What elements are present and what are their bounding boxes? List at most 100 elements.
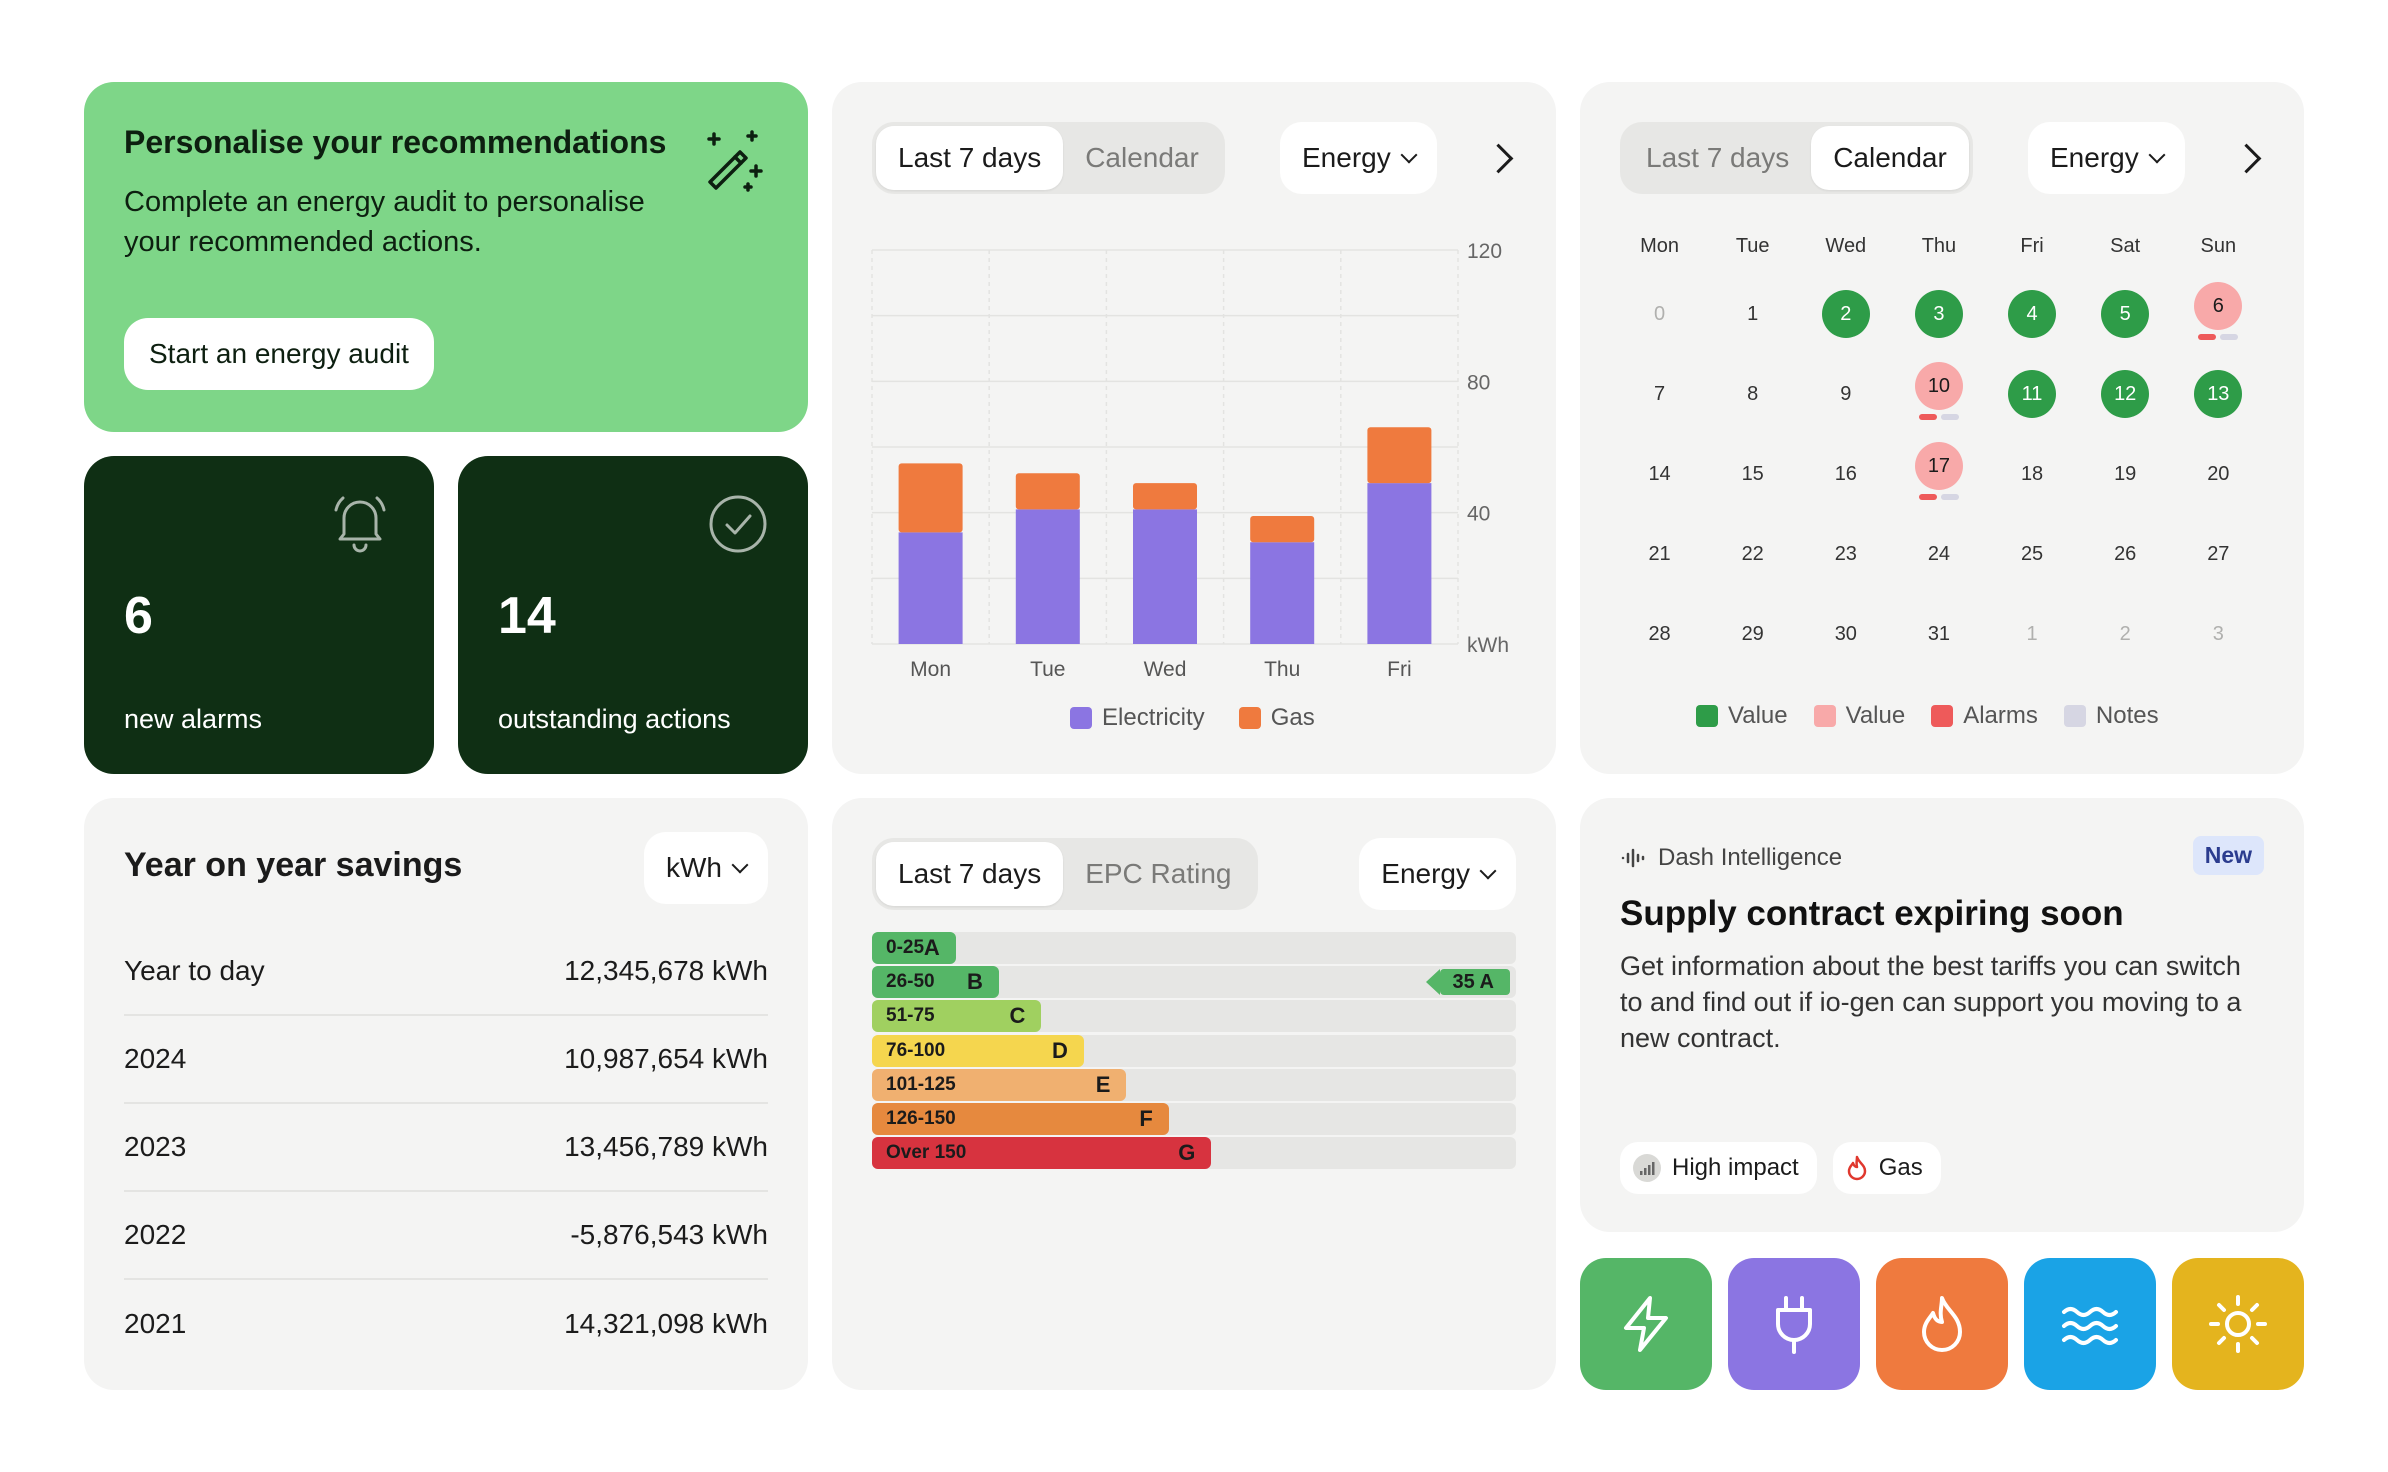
yoy-row-label: Year to day bbox=[124, 955, 265, 986]
calendar-day[interactable]: 18 bbox=[1986, 444, 2079, 524]
calendar-day[interactable]: 16 bbox=[1799, 444, 1892, 524]
y-tick-label: 40 bbox=[1467, 503, 1490, 526]
calendar-day[interactable]: 10 bbox=[1892, 362, 1985, 444]
tab-last-7-days[interactable]: Last 7 days bbox=[1646, 142, 1790, 173]
calendar-day[interactable]: 15 bbox=[1706, 444, 1799, 524]
calendar-day[interactable]: 14 bbox=[1613, 444, 1706, 524]
calendar-day[interactable]: 2 bbox=[2079, 604, 2172, 684]
calendar-day[interactable]: 7 bbox=[1613, 364, 1706, 444]
yoy-row: 2021 14,321,098 kWh bbox=[124, 1280, 768, 1368]
tab-last-7-days[interactable]: Last 7 days bbox=[876, 126, 1064, 190]
water-tile[interactable] bbox=[2024, 1258, 2156, 1390]
chart-period-tabs: Last 7 days Calendar bbox=[872, 122, 1225, 194]
calendar-day[interactable]: 3 bbox=[1892, 284, 1985, 364]
actions-count: 14 bbox=[498, 587, 556, 645]
actions-card[interactable]: 14 outstanding actions bbox=[458, 456, 808, 774]
dash-intelligence-card[interactable]: Dash Intelligence New Supply contract ex… bbox=[1580, 798, 2304, 1232]
calendar-day[interactable]: 20 bbox=[2172, 444, 2265, 524]
calendar-day[interactable]: 27 bbox=[2172, 524, 2265, 604]
chevron-down-icon bbox=[1479, 862, 1497, 880]
calendar-day[interactable]: 0 bbox=[1613, 284, 1706, 364]
chip-label: High impact bbox=[1672, 1154, 1799, 1181]
yoy-row-value: 14,321,098 kWh bbox=[564, 1308, 768, 1339]
energy-dropdown[interactable]: Energy bbox=[2028, 122, 2185, 194]
calendar-day[interactable]: 26 bbox=[2079, 524, 2172, 604]
yoy-row-value: 13,456,789 kWh bbox=[564, 1131, 768, 1162]
solar-tile[interactable] bbox=[2172, 1258, 2304, 1390]
recommendations-description: Complete an energy audit to personalise … bbox=[124, 186, 645, 258]
start-audit-button[interactable]: Start an energy audit bbox=[124, 318, 434, 390]
calendar-day[interactable]: 25 bbox=[1986, 524, 2079, 604]
calendar-day[interactable]: 4 bbox=[1986, 284, 2079, 364]
epc-band-range: 26-50 bbox=[886, 971, 935, 993]
bar-electricity-thu bbox=[1250, 542, 1315, 644]
actions-label: outstanding actions bbox=[498, 704, 731, 734]
calendar-day[interactable]: 23 bbox=[1799, 524, 1892, 604]
legend-swatch bbox=[2063, 705, 2086, 727]
electricity-tile[interactable] bbox=[1580, 1258, 1712, 1390]
calendar-day[interactable]: 31 bbox=[1892, 604, 1985, 684]
tab-last-7-days[interactable]: Last 7 days bbox=[876, 842, 1064, 906]
calendar-day[interactable]: 1 bbox=[1986, 604, 2079, 684]
calendar-week: 7 8 9 10 11 12 13 bbox=[1613, 362, 2265, 444]
chip-high-impact: High impact bbox=[1620, 1142, 1817, 1194]
calendar-day[interactable]: 17 bbox=[1892, 442, 1985, 524]
waves-icon bbox=[2062, 1307, 2118, 1345]
calendar-day[interactable]: 9 bbox=[1799, 364, 1892, 444]
legend-swatch bbox=[1696, 705, 1718, 727]
energy-dropdown[interactable]: Energy bbox=[1280, 122, 1437, 194]
calendar-day[interactable]: 12 bbox=[2079, 364, 2172, 444]
calendar-day[interactable]: 5 bbox=[2079, 284, 2172, 364]
day-number: 0 bbox=[1654, 303, 1666, 325]
calendar-day[interactable]: 11 bbox=[1986, 364, 2079, 444]
calendar-day[interactable]: 28 bbox=[1613, 604, 1706, 684]
x-tick-label: Thu bbox=[1264, 658, 1300, 681]
day-number: 5 bbox=[2101, 290, 2150, 338]
plug-tile[interactable] bbox=[1728, 1258, 1860, 1390]
gas-tile[interactable] bbox=[1876, 1258, 2008, 1390]
next-arrow-icon[interactable] bbox=[2228, 138, 2268, 178]
calendar-day[interactable]: 24 bbox=[1892, 524, 1985, 604]
calendar-day[interactable]: 30 bbox=[1799, 604, 1892, 684]
unit-dropdown[interactable]: kWh bbox=[644, 832, 768, 904]
sun-icon bbox=[2209, 1295, 2267, 1353]
alarm-marker bbox=[1918, 414, 1937, 420]
legend-swatch bbox=[1931, 705, 1954, 727]
calendar-day[interactable]: 29 bbox=[1706, 604, 1799, 684]
calendar-day[interactable]: 3 bbox=[2172, 604, 2265, 684]
epc-band-row: 51-75 C bbox=[872, 1000, 1516, 1033]
calendar-day[interactable]: 2 bbox=[1799, 284, 1892, 364]
x-tick-label: Tue bbox=[1030, 658, 1065, 681]
calendar-day[interactable]: 8 bbox=[1706, 364, 1799, 444]
energy-dropdown[interactable]: Energy bbox=[1359, 838, 1516, 910]
epc-band-range: 76-100 bbox=[886, 1039, 946, 1061]
day-number: 25 bbox=[2020, 543, 2044, 565]
calendar-day[interactable]: 1 bbox=[1706, 284, 1799, 364]
day-number: 15 bbox=[1741, 463, 1764, 485]
epc-period-tabs: Last 7 days EPC Rating bbox=[872, 838, 1258, 910]
day-number: 6 bbox=[2194, 282, 2243, 330]
tab-epc-rating[interactable]: EPC Rating bbox=[1085, 858, 1232, 889]
legend-label: Notes bbox=[2095, 702, 2159, 729]
bell-icon bbox=[334, 496, 386, 553]
legend-electricity: Electricity bbox=[1070, 704, 1205, 732]
new-badge: New bbox=[2192, 836, 2264, 875]
yoy-row-value: 12,345,678 kWh bbox=[564, 955, 768, 986]
calendar-day[interactable]: 19 bbox=[2079, 444, 2172, 524]
epc-band-letter: B bbox=[966, 969, 983, 995]
day-number: 23 bbox=[1834, 543, 1857, 565]
calendar-day[interactable]: 22 bbox=[1706, 524, 1799, 604]
tab-calendar[interactable]: Calendar bbox=[1085, 142, 1199, 173]
flame-icon bbox=[1847, 1155, 1866, 1181]
day-number: 17 bbox=[1914, 442, 1963, 490]
calendar-day[interactable]: 6 bbox=[2172, 282, 2265, 364]
calendar-day[interactable]: 13 bbox=[2172, 364, 2265, 444]
dash-chips: High impact Gas bbox=[1620, 1142, 1941, 1194]
alarms-card[interactable]: 6 new alarms bbox=[84, 456, 434, 774]
day-number: 16 bbox=[1834, 463, 1857, 485]
chart-legend: Electricity Gas bbox=[1070, 704, 1315, 732]
epc-band-d: 76-100 D bbox=[872, 1034, 1084, 1067]
tab-calendar[interactable]: Calendar bbox=[1811, 126, 1969, 190]
calendar-day[interactable]: 21 bbox=[1613, 524, 1706, 604]
